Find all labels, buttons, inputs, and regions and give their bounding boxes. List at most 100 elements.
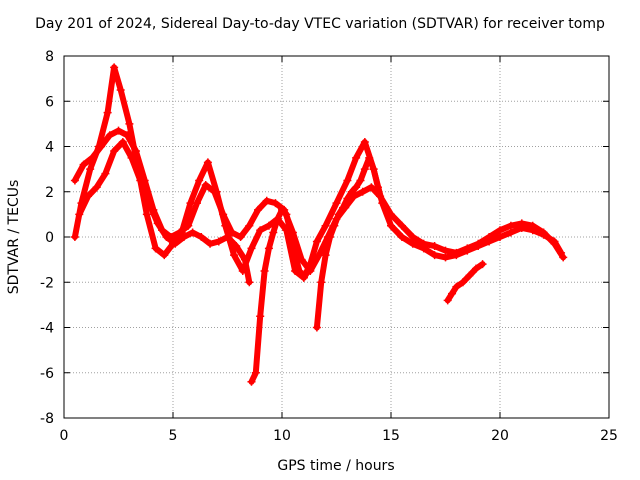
data-point	[397, 221, 406, 230]
x-tick-label: 10	[273, 428, 291, 444]
data-point	[160, 251, 169, 260]
data-point	[369, 165, 378, 174]
data-point	[192, 199, 201, 208]
data-point	[103, 108, 112, 117]
data-point	[478, 260, 487, 269]
x-tick-label: 5	[169, 428, 178, 444]
data-point	[528, 221, 537, 230]
data-point	[206, 239, 215, 248]
data-point	[360, 137, 369, 146]
y-tick-label: 2	[45, 185, 54, 201]
data-point	[114, 126, 123, 135]
data-point	[441, 253, 450, 262]
data-point	[240, 255, 249, 264]
data-point	[343, 176, 352, 185]
data-point	[360, 165, 369, 174]
data-point	[441, 246, 450, 255]
data-point	[116, 85, 125, 94]
data-point	[506, 228, 515, 237]
data-point	[201, 180, 210, 189]
data-point	[517, 219, 526, 228]
data-point	[463, 244, 472, 253]
data-point	[136, 176, 145, 185]
data-point	[247, 377, 256, 386]
data-point	[295, 266, 304, 275]
data-point	[334, 210, 343, 219]
data-point	[317, 278, 326, 287]
data-point	[373, 183, 382, 192]
data-point	[312, 323, 321, 332]
data-point	[251, 368, 260, 377]
y-tick-label: -4	[40, 321, 54, 337]
chart-title: Day 201 of 2024, Sidereal Day-to-day VTE…	[35, 16, 605, 32]
y-tick-label: 8	[45, 49, 54, 65]
data-point	[70, 233, 79, 241]
data-point	[332, 199, 341, 208]
data-point	[356, 176, 365, 185]
data-point	[145, 199, 154, 208]
data-point	[559, 253, 568, 262]
data-point	[452, 248, 461, 257]
x-tick-label: 20	[491, 428, 509, 444]
data-point	[452, 282, 461, 291]
data-point	[264, 244, 273, 253]
data-point	[92, 183, 101, 192]
data-point	[214, 237, 223, 246]
data-point	[101, 169, 110, 178]
data-point	[197, 233, 206, 241]
data-point	[188, 228, 197, 237]
data-point	[179, 233, 188, 241]
data-points	[70, 63, 568, 386]
data-point	[88, 153, 97, 162]
x-axis-label: GPS time / hours	[277, 458, 394, 474]
data-point	[465, 271, 474, 280]
data-point	[347, 187, 356, 196]
data-point	[264, 221, 273, 230]
data-point	[339, 203, 348, 212]
data-point	[352, 183, 361, 192]
data-point	[387, 221, 395, 230]
series-track-c	[75, 137, 254, 287]
data-point	[325, 233, 334, 241]
data-point	[203, 158, 212, 167]
plot-border	[63, 55, 610, 419]
axis-ticks: 0 5 10 15 20 25 -8 -6 -4 -2 0 2 4 6 8	[40, 49, 618, 444]
data-point	[175, 228, 184, 237]
data-point	[448, 289, 457, 298]
data-point	[131, 147, 140, 156]
data-point	[291, 251, 300, 260]
data-point	[123, 131, 132, 140]
data-point	[262, 196, 271, 205]
data-point	[118, 137, 127, 146]
data-point	[408, 233, 417, 241]
data-point	[550, 239, 559, 248]
data-point	[245, 221, 254, 230]
data-point	[83, 192, 92, 201]
data-point	[79, 160, 88, 169]
data-point	[86, 165, 95, 174]
data-point	[125, 119, 134, 128]
data-point	[127, 153, 136, 162]
data-point	[278, 205, 286, 214]
data-point	[321, 221, 330, 230]
data-point	[171, 239, 180, 248]
data-point	[485, 233, 494, 241]
data-point	[286, 228, 295, 237]
data-point	[110, 63, 119, 72]
data-point	[254, 205, 263, 214]
data-point	[269, 228, 278, 237]
data-point	[458, 278, 467, 287]
data-point	[282, 210, 291, 219]
data-point	[365, 153, 374, 162]
data-point	[472, 264, 481, 273]
data-point	[227, 228, 236, 237]
data-point	[408, 239, 417, 248]
data-point	[271, 199, 280, 208]
y-tick-label: 0	[45, 230, 54, 246]
data-point	[230, 251, 239, 260]
data-point	[343, 194, 352, 203]
series-track-d	[247, 205, 317, 386]
data-point	[443, 296, 452, 305]
data-point	[506, 221, 515, 230]
x-tick-label: 15	[382, 428, 400, 444]
